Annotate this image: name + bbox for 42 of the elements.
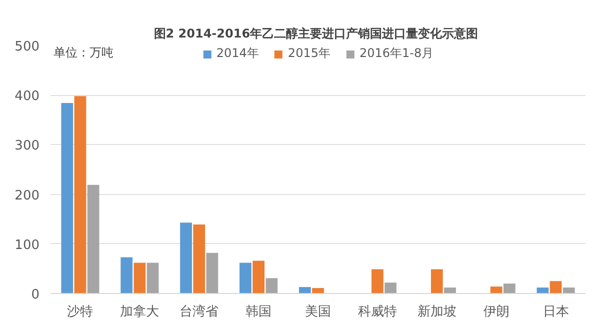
bar xyxy=(193,224,206,294)
bar xyxy=(240,262,252,294)
x-tick-label: 韩国 xyxy=(246,304,272,320)
bar xyxy=(312,288,324,294)
y-tick-label: 0 xyxy=(31,288,40,302)
legend-label: 2014年 xyxy=(216,45,259,62)
y-tick-label: 100 xyxy=(14,238,40,253)
bar xyxy=(266,278,278,294)
bar xyxy=(87,184,100,294)
bar xyxy=(384,282,396,294)
bar xyxy=(120,257,133,294)
bar xyxy=(74,96,86,294)
y-tick-label: 500 xyxy=(14,40,40,54)
bar xyxy=(503,284,516,294)
chart-title: 图2 2014-2016年乙二醇主要进口产销国进口量变化示意图 xyxy=(154,26,478,40)
bar xyxy=(430,269,443,294)
bar xyxy=(298,287,311,294)
bar xyxy=(206,252,218,294)
x-tick-label: 日本 xyxy=(542,304,569,320)
legend-label: 2016年1-8月 xyxy=(359,45,434,62)
bar xyxy=(562,288,575,294)
bar xyxy=(61,103,74,294)
bar xyxy=(550,281,562,294)
x-tick-label: 沙特 xyxy=(67,304,94,320)
x-tick-label: 伊朗 xyxy=(483,304,510,320)
bar xyxy=(146,262,159,294)
bar xyxy=(252,260,264,294)
annotation: 单位：万吨 xyxy=(53,46,114,60)
legend-label: 2015年 xyxy=(288,45,330,62)
x-tick-label: 台湾省 xyxy=(180,304,219,320)
y-tick-label: 300 xyxy=(14,138,40,154)
bar xyxy=(490,286,502,294)
y-tick-label: 200 xyxy=(14,188,40,204)
bar xyxy=(372,269,384,294)
x-tick-label: 科威特 xyxy=(358,304,397,320)
x-tick-label: 加拿大 xyxy=(120,304,160,320)
x-tick-label: 新加坡 xyxy=(417,304,456,320)
bar xyxy=(134,262,146,294)
bar xyxy=(180,222,192,294)
y-tick-label: 400 xyxy=(14,89,40,104)
bar xyxy=(444,288,456,294)
x-tick-label: 美国 xyxy=(305,304,331,320)
